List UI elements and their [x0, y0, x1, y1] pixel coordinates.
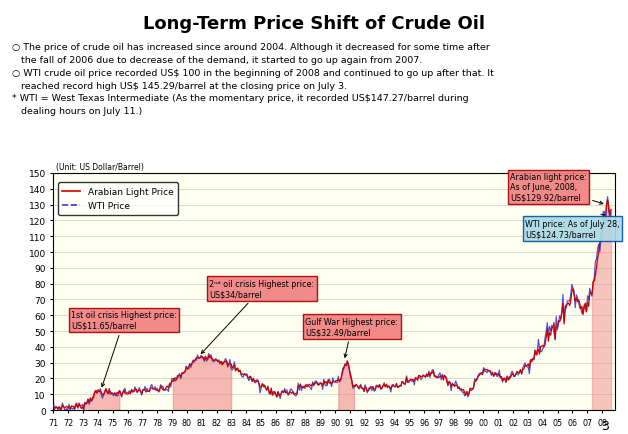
- Text: (Unit: US Dollar/Barrel): (Unit: US Dollar/Barrel): [56, 162, 144, 171]
- Text: 1st oil crisis Highest price:
US$11.65/barrel: 1st oil crisis Highest price: US$11.65/b…: [71, 311, 177, 387]
- Text: Arabian light price:
As of June, 2008,
US$129.92/barrel: Arabian light price: As of June, 2008, U…: [510, 173, 603, 205]
- Legend: Arabian Light Price, WTI Price: Arabian Light Price, WTI Price: [58, 183, 178, 215]
- Text: Gulf War Highest price:
US$32.49/barrel: Gulf War Highest price: US$32.49/barrel: [305, 317, 399, 358]
- Text: 2ⁿᵈ oil crisis Highest price:
US$34/barrel: 2ⁿᵈ oil crisis Highest price: US$34/barr…: [202, 279, 314, 354]
- Text: Long-Term Price Shift of Crude Oil: Long-Term Price Shift of Crude Oil: [143, 15, 485, 33]
- Text: 3: 3: [601, 419, 609, 432]
- Text: WTI price: As of July 28,
US$124.73/barrel: WTI price: As of July 28, US$124.73/barr…: [525, 215, 619, 239]
- Text: ○ The price of crude oil has increased since around 2004. Although it decreased : ○ The price of crude oil has increased s…: [13, 43, 494, 116]
